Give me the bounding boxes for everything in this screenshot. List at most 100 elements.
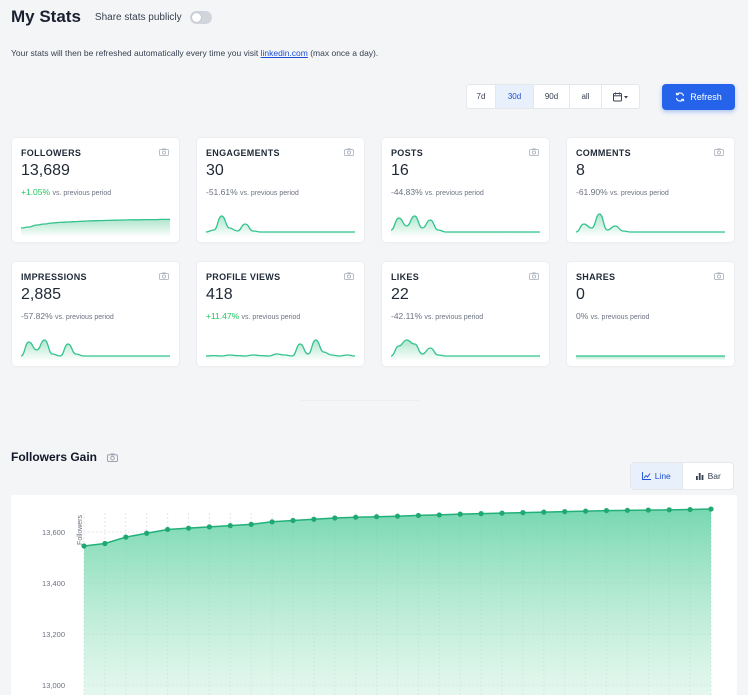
- data-point[interactable]: [645, 507, 651, 513]
- data-point[interactable]: [311, 516, 317, 522]
- data-point[interactable]: [457, 511, 463, 517]
- data-point[interactable]: [290, 517, 296, 524]
- card-title: IMPRESSIONS: [21, 272, 87, 282]
- card-value: 16: [391, 162, 409, 179]
- vs-previous-text: vs. previous period: [55, 314, 114, 321]
- data-point[interactable]: [206, 524, 212, 530]
- sparkline-line: [576, 213, 725, 233]
- section-divider: [300, 400, 420, 401]
- share-stats-toggle[interactable]: [189, 10, 212, 24]
- sparkline: [576, 213, 725, 236]
- card-shares: SHARES 0 0% vs. previous period: [567, 262, 734, 366]
- subtitle-text-before: Your stats will then be refreshed automa…: [11, 48, 261, 58]
- toggle-knob: [191, 12, 201, 22]
- data-point[interactable]: [123, 534, 129, 540]
- linkedin-link[interactable]: linkedin.com: [260, 48, 308, 58]
- y-axis-label: Followers: [77, 515, 84, 545]
- bar-chart-button[interactable]: Bar: [683, 463, 734, 489]
- data-point[interactable]: [374, 514, 380, 520]
- calendar-icon: [612, 92, 628, 101]
- card-profile-views: PROFILE VIEWS 418 +11.47% vs. previous per…: [197, 262, 364, 366]
- data-point[interactable]: [269, 519, 275, 525]
- sparkline-area: [21, 340, 170, 360]
- refresh-info-text: Your stats will then be refreshed automa…: [11, 48, 378, 58]
- followers-area: [84, 509, 711, 695]
- sparkline-line: [21, 218, 170, 229]
- data-point[interactable]: [415, 512, 421, 519]
- data-point[interactable]: [102, 540, 108, 547]
- data-point[interactable]: [603, 507, 610, 514]
- data-point[interactable]: [583, 508, 589, 514]
- custom-range-button[interactable]: [602, 85, 639, 108]
- card-comments: COMMENTS 8 -61.90% vs. previous period: [567, 138, 734, 242]
- sparkline-area: [576, 214, 725, 236]
- page-title: My Stats: [11, 7, 81, 26]
- data-point[interactable]: [666, 507, 672, 513]
- card-value: 8: [576, 162, 585, 179]
- y-tick-label: 13,400: [42, 579, 65, 588]
- camera-icon[interactable]: [107, 453, 119, 462]
- card-change: -44.83% vs. previous period: [391, 187, 484, 197]
- data-point[interactable]: [520, 510, 526, 516]
- change-percent: +11.47%: [206, 311, 240, 321]
- bar-label: Bar: [707, 471, 721, 481]
- range-all-button[interactable]: all: [570, 85, 602, 108]
- camera-icon[interactable]: [159, 148, 169, 156]
- card-change: -57.82% vs. previous period: [21, 311, 114, 321]
- sparkline-line: [206, 339, 355, 357]
- refresh-button[interactable]: Refresh: [662, 84, 735, 110]
- card-value: 13,689: [21, 162, 70, 179]
- card-likes: LIKES 22 -42.11% vs. previous period: [382, 262, 549, 366]
- vs-previous-text: vs. previous period: [424, 314, 484, 321]
- vs-previous-text: vs. previous period: [240, 190, 299, 197]
- data-point[interactable]: [144, 530, 150, 536]
- sparkline-area: [206, 340, 355, 360]
- range-30d-button[interactable]: 30d: [496, 85, 534, 108]
- range-90d-button[interactable]: 90d: [534, 85, 570, 108]
- data-point[interactable]: [248, 521, 254, 527]
- sparkline: [576, 355, 725, 360]
- camera-icon[interactable]: [344, 272, 354, 280]
- bar-chart-icon: [695, 473, 704, 480]
- data-point[interactable]: [165, 526, 171, 533]
- card-change: -42.11% vs. previous period: [391, 311, 483, 321]
- chart-type-toggle: Line Bar: [630, 462, 734, 490]
- card-value: 22: [391, 286, 409, 303]
- data-point[interactable]: [624, 507, 631, 513]
- data-point[interactable]: [436, 512, 442, 518]
- sparkline-line: [391, 215, 540, 233]
- data-point[interactable]: [332, 515, 338, 521]
- followers-area-chart: 13,00013,20013,40013,60013,80014,00014,2…: [42, 375, 714, 695]
- data-point[interactable]: [541, 509, 547, 515]
- data-point[interactable]: [687, 506, 693, 513]
- change-percent: -61.90%: [576, 187, 608, 197]
- camera-icon[interactable]: [714, 148, 724, 156]
- line-chart-button[interactable]: Line: [631, 463, 683, 489]
- refresh-icon: [675, 92, 685, 102]
- range-7d-button[interactable]: 7d: [467, 85, 496, 108]
- data-point[interactable]: [185, 525, 192, 531]
- data-point[interactable]: [499, 510, 505, 516]
- sparkline-line: [391, 339, 540, 357]
- camera-icon[interactable]: [344, 148, 354, 156]
- camera-icon[interactable]: [529, 148, 539, 156]
- data-point[interactable]: [353, 514, 359, 520]
- change-percent: -57.82%: [21, 311, 53, 321]
- sparkline-area: [391, 340, 540, 360]
- card-engagements: ENGAGEMENTS 30 -51.61% vs. previous period: [197, 138, 364, 242]
- sparkline: [21, 218, 170, 236]
- card-title: COMMENTS: [576, 148, 631, 158]
- sparkline: [206, 215, 355, 236]
- data-point[interactable]: [227, 523, 233, 529]
- data-point[interactable]: [478, 511, 484, 517]
- data-point[interactable]: [394, 513, 401, 519]
- camera-icon[interactable]: [159, 272, 169, 280]
- data-point[interactable]: [81, 543, 87, 549]
- change-percent: -44.83%: [391, 187, 423, 197]
- data-point[interactable]: [708, 506, 714, 512]
- camera-icon[interactable]: [529, 272, 539, 280]
- camera-icon[interactable]: [714, 272, 724, 280]
- data-point[interactable]: [562, 509, 568, 515]
- change-percent: -42.11%: [391, 311, 423, 321]
- change-percent: +1.05%: [21, 187, 51, 197]
